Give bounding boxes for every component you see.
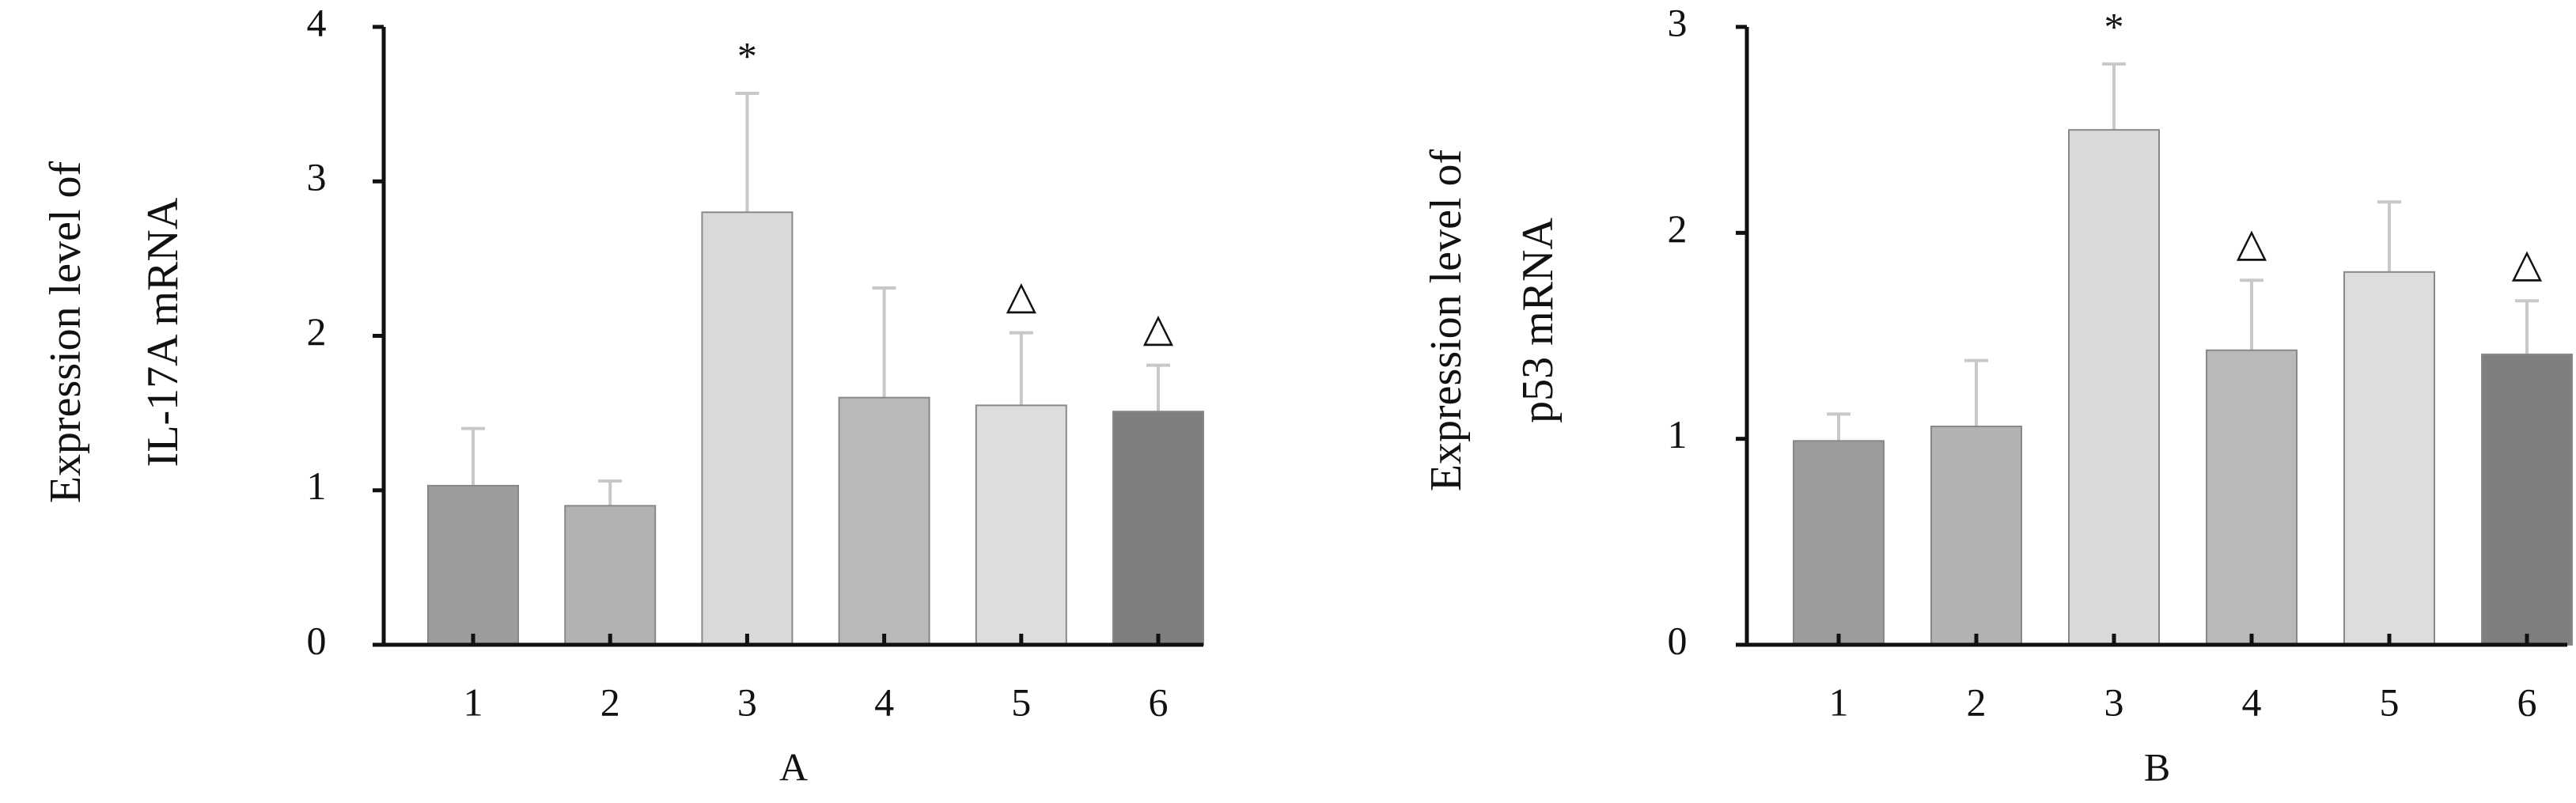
bar (2206, 349, 2298, 646)
annotation: * (737, 33, 757, 78)
bar (2068, 129, 2160, 646)
bar (564, 505, 657, 646)
x-tick-label: 2 (1967, 680, 1987, 724)
x-tick-label: 6 (1149, 680, 1169, 724)
y-tick-label: 0 (307, 618, 327, 662)
bar (2481, 353, 2573, 646)
x-tick-label: 4 (874, 680, 894, 724)
bar (975, 404, 1067, 646)
x-tick-label: 2 (600, 680, 620, 724)
y-tick-label: 2 (1668, 206, 1688, 251)
bar (427, 484, 519, 646)
bar (838, 396, 930, 646)
annotation: △ (2237, 221, 2267, 265)
y-tick-label: 4 (307, 0, 327, 44)
annotation: △ (1006, 273, 1037, 317)
annotation: △ (2512, 241, 2543, 286)
y-axis-label: Expression level of (1422, 149, 1471, 491)
x-tick-label: 4 (2242, 680, 2262, 724)
bar (2343, 271, 2435, 646)
y-axis-label: Expression level of (41, 161, 90, 503)
y-tick-label: 2 (307, 309, 327, 354)
bar (701, 211, 794, 646)
x-axis-label: A (779, 744, 808, 789)
x-tick-label: 3 (2104, 680, 2124, 724)
x-tick-label: 6 (2517, 680, 2537, 724)
x-axis-label: B (2144, 744, 2170, 789)
y-tick-label: 3 (1668, 0, 1688, 44)
y-tick-label: 0 (1668, 618, 1688, 662)
x-tick-label: 3 (737, 680, 757, 724)
y-tick-label: 1 (1668, 412, 1688, 456)
y-axis-label: IL-17A mRNA (138, 197, 188, 467)
annotation: △ (1143, 305, 1174, 350)
x-tick-label: 1 (464, 680, 483, 724)
bar (1112, 411, 1204, 646)
annotation: * (2104, 4, 2124, 48)
bar (1793, 440, 1885, 646)
x-tick-label: 5 (1011, 680, 1031, 724)
y-tick-label: 1 (307, 464, 327, 508)
y-tick-label: 3 (307, 155, 327, 199)
x-tick-label: 1 (1829, 680, 1849, 724)
bar (1930, 426, 2022, 646)
y-axis-label: p53 mRNA (1513, 218, 1563, 423)
x-tick-label: 5 (2380, 680, 2400, 724)
